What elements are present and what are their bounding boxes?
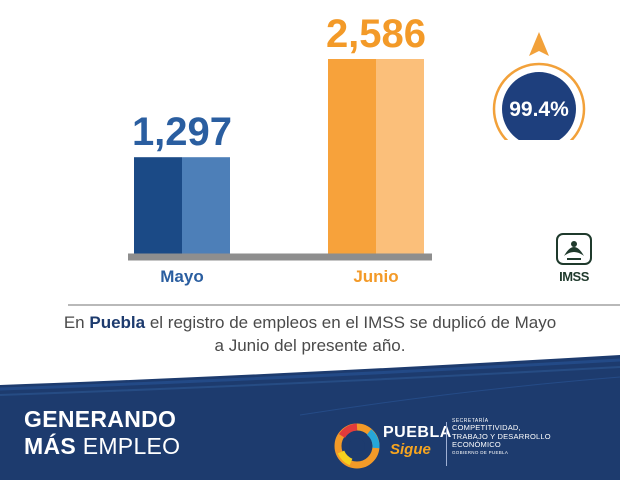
puebla-sigue-logo-icon: [334, 423, 380, 469]
slogan: GENERANDO MÁS EMPLEO: [24, 406, 180, 460]
labels-group: 1,297 Mayo 2,586 Junio: [132, 12, 426, 286]
secretaria-label: SECRETARÍA: [452, 418, 489, 424]
brand-sub: Sigue: [390, 441, 431, 458]
slogan-line-1: GENERANDO: [24, 406, 177, 432]
growth-badge: 99.4%: [478, 20, 598, 156]
value-label-mayo: 1,297: [132, 110, 232, 154]
bars-group: [134, 59, 424, 256]
category-label-mayo: Mayo: [160, 267, 203, 286]
imss-logo-text: IMSS: [559, 269, 589, 284]
value-label-junio: 2,586: [326, 12, 426, 56]
bar-junio-left: [328, 59, 376, 256]
brand-separator: [446, 422, 447, 466]
growth-value: 99.4%: [509, 98, 569, 121]
imss-logo: IMSS: [548, 232, 600, 288]
bar-mayo-right: [182, 157, 230, 256]
slogan-light: EMPLEO: [76, 433, 181, 459]
secretaria-name-line-2: TRABAJO Y DESARROLLO: [452, 431, 551, 441]
caption-after: el registro de empleos en el IMSS se dup…: [145, 313, 557, 355]
growth-circle: [502, 72, 576, 146]
gobierno-label: GOBIERNO DE PUEBLA: [452, 449, 509, 455]
imss-eagle-icon: [556, 233, 592, 265]
slogan-bold: MÁS: [24, 433, 77, 459]
bar-chart: 1,297 Mayo 2,586 Junio: [128, 12, 432, 286]
brand-name: PUEBLA: [383, 424, 452, 441]
secretaria-name-line-1: COMPETITIVIDAD,: [452, 423, 521, 432]
footer-banner: [0, 355, 620, 480]
category-label-junio: Junio: [353, 267, 398, 286]
secretaria-block: SECRETARÍA COMPETITIVIDAD, TRABAJO Y DES…: [452, 418, 551, 456]
bar-mayo-left: [134, 157, 182, 256]
secretaria-name-line-3: ECONÓMICO: [452, 440, 501, 449]
caption-bold: Puebla: [89, 313, 146, 332]
caption-before: En: [63, 313, 90, 332]
arrow-up-icon: [529, 32, 549, 56]
bar-junio-right: [376, 59, 424, 256]
slogan-line-2: MÁS EMPLEO: [24, 433, 180, 460]
caption: En Puebla el registro de empleos en el I…: [60, 311, 560, 357]
divider: [68, 304, 620, 306]
